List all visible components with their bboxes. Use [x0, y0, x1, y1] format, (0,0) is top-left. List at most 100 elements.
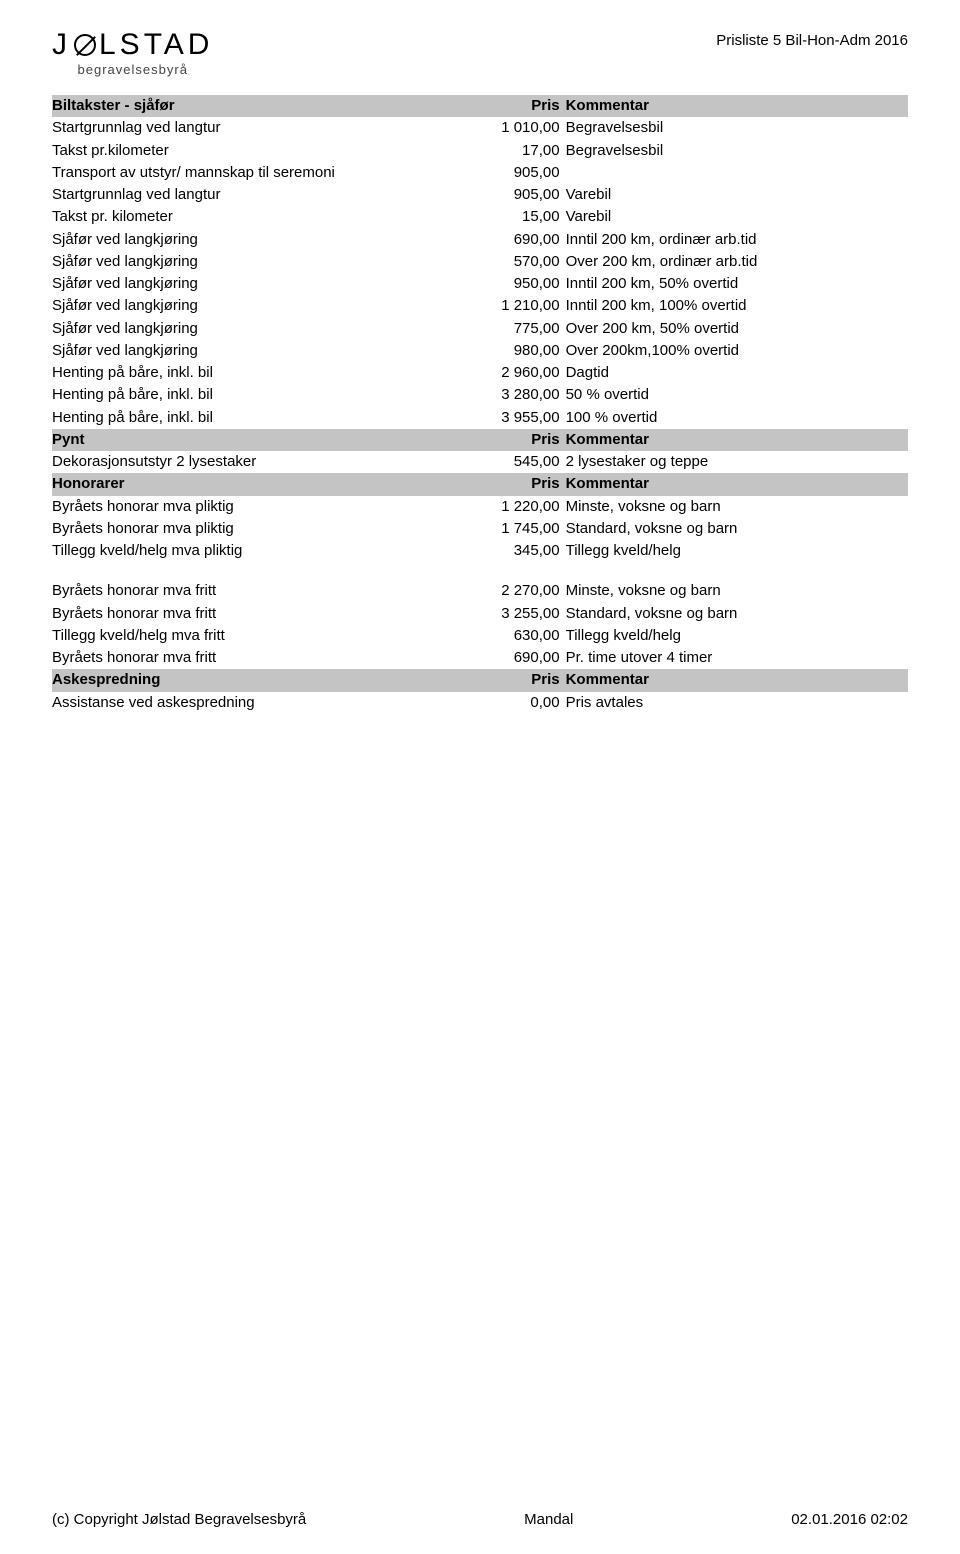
row-comment: Minste, voksne og barn — [566, 496, 908, 518]
footer-copyright: (c) Copyright Jølstad Begravelsesbyrå — [52, 1511, 306, 1528]
price-row: Sjåfør ved langkjøring1 210,00Inntil 200… — [52, 295, 908, 317]
row-comment: Pris avtales — [566, 692, 908, 714]
row-description: Takst pr. kilometer — [52, 206, 463, 228]
row-description: Byråets honorar mva pliktig — [52, 496, 463, 518]
logo-o-slash-icon — [74, 34, 96, 56]
row-description: Sjåfør ved langkjøring — [52, 229, 463, 251]
row-description: Henting på båre, inkl. bil — [52, 362, 463, 384]
row-comment: Inntil 200 km, ordinær arb.tid — [566, 229, 908, 251]
row-comment: Varebil — [566, 184, 908, 206]
row-description: Tillegg kveld/helg mva fritt — [52, 625, 463, 647]
row-price: 570,00 — [463, 251, 566, 273]
row-comment: Inntil 200 km, 100% overtid — [566, 295, 908, 317]
section-title: Askespredning — [52, 669, 463, 691]
row-price: 905,00 — [463, 162, 566, 184]
section-price-label: Pris — [463, 473, 566, 495]
price-row: Henting på båre, inkl. bil3 955,00100 % … — [52, 407, 908, 429]
section-header: Biltakster - sjåførPrisKommentar — [52, 95, 908, 117]
row-description: Byråets honorar mva pliktig — [52, 518, 463, 540]
row-comment: Tillegg kveld/helg — [566, 540, 908, 562]
price-row: Startgrunnlag ved langtur905,00Varebil — [52, 184, 908, 206]
row-comment: Inntil 200 km, 50% overtid — [566, 273, 908, 295]
row-description: Takst pr.kilometer — [52, 140, 463, 162]
row-comment — [566, 162, 908, 184]
row-price: 1 745,00 — [463, 518, 566, 540]
section-price-label: Pris — [463, 95, 566, 117]
row-price: 950,00 — [463, 273, 566, 295]
price-row: Tillegg kveld/helg mva pliktig345,00Till… — [52, 540, 908, 562]
row-price: 690,00 — [463, 647, 566, 669]
section-comment-label: Kommentar — [566, 669, 908, 691]
section-title: Honorarer — [52, 473, 463, 495]
section-title: Pynt — [52, 429, 463, 451]
row-description: Sjåfør ved langkjøring — [52, 295, 463, 317]
row-description: Startgrunnlag ved langtur — [52, 117, 463, 139]
row-price: 1 210,00 — [463, 295, 566, 317]
price-row: Dekorasjonsutstyr 2 lysestaker545,002 ly… — [52, 451, 908, 473]
row-description: Sjåfør ved langkjøring — [52, 273, 463, 295]
row-comment: Varebil — [566, 206, 908, 228]
row-description: Tillegg kveld/helg mva pliktig — [52, 540, 463, 562]
row-description: Startgrunnlag ved langtur — [52, 184, 463, 206]
price-row: Transport av utstyr/ mannskap til seremo… — [52, 162, 908, 184]
row-comment: 100 % overtid — [566, 407, 908, 429]
footer-location: Mandal — [524, 1511, 573, 1528]
page-header: JLSTAD begravelsesbyrå Prisliste 5 Bil-H… — [52, 30, 908, 77]
row-comment: Dagtid — [566, 362, 908, 384]
row-price: 3 955,00 — [463, 407, 566, 429]
price-row: Takst pr. kilometer15,00Varebil — [52, 206, 908, 228]
row-price: 980,00 — [463, 340, 566, 362]
section-header: PyntPrisKommentar — [52, 429, 908, 451]
price-row: Byråets honorar mva pliktig1 220,00Minst… — [52, 496, 908, 518]
row-comment: Pr. time utover 4 timer — [566, 647, 908, 669]
logo-main: JLSTAD — [52, 30, 213, 60]
row-description: Henting på båre, inkl. bil — [52, 384, 463, 406]
price-row: Startgrunnlag ved langtur1 010,00Begrave… — [52, 117, 908, 139]
row-comment: 50 % overtid — [566, 384, 908, 406]
price-row: Sjåfør ved langkjøring690,00Inntil 200 k… — [52, 229, 908, 251]
price-row: Byråets honorar mva fritt690,00Pr. time … — [52, 647, 908, 669]
row-comment: Minste, voksne og barn — [566, 580, 908, 602]
row-description: Byråets honorar mva fritt — [52, 580, 463, 602]
row-price: 15,00 — [463, 206, 566, 228]
row-description: Sjåfør ved langkjøring — [52, 340, 463, 362]
price-row: Sjåfør ved langkjøring775,00Over 200 km,… — [52, 318, 908, 340]
row-comment: 2 lysestaker og teppe — [566, 451, 908, 473]
price-row: Henting på båre, inkl. bil2 960,00Dagtid — [52, 362, 908, 384]
section-comment-label: Kommentar — [566, 473, 908, 495]
row-price: 17,00 — [463, 140, 566, 162]
row-price: 630,00 — [463, 625, 566, 647]
section-header: HonorarerPrisKommentar — [52, 473, 908, 495]
price-table: Biltakster - sjåførPrisKommentarStartgru… — [52, 95, 908, 714]
row-description: Sjåfør ved langkjøring — [52, 318, 463, 340]
row-price: 775,00 — [463, 318, 566, 340]
price-row: Sjåfør ved langkjøring570,00Over 200 km,… — [52, 251, 908, 273]
spacer-row — [52, 562, 908, 580]
row-price: 3 280,00 — [463, 384, 566, 406]
price-row: Henting på båre, inkl. bil3 280,0050 % o… — [52, 384, 908, 406]
row-comment: Tillegg kveld/helg — [566, 625, 908, 647]
row-description: Henting på båre, inkl. bil — [52, 407, 463, 429]
price-row: Byråets honorar mva fritt3 255,00Standar… — [52, 603, 908, 625]
row-price: 0,00 — [463, 692, 566, 714]
price-row: Sjåfør ved langkjøring950,00Inntil 200 k… — [52, 273, 908, 295]
section-title: Biltakster - sjåfør — [52, 95, 463, 117]
row-price: 545,00 — [463, 451, 566, 473]
page-footer: (c) Copyright Jølstad Begravelsesbyrå Ma… — [52, 1511, 908, 1528]
document-title: Prisliste 5 Bil-Hon-Adm 2016 — [716, 30, 908, 49]
section-comment-label: Kommentar — [566, 429, 908, 451]
logo-subtitle: begravelsesbyrå — [78, 62, 188, 77]
row-comment: Begravelsesbil — [566, 140, 908, 162]
row-price: 2 960,00 — [463, 362, 566, 384]
row-comment: Over 200 km, ordinær arb.tid — [566, 251, 908, 273]
row-price: 1 220,00 — [463, 496, 566, 518]
section-comment-label: Kommentar — [566, 95, 908, 117]
price-row: Byråets honorar mva pliktig1 745,00Stand… — [52, 518, 908, 540]
footer-timestamp: 02.01.2016 02:02 — [791, 1511, 908, 1528]
row-comment: Begravelsesbil — [566, 117, 908, 139]
row-comment: Standard, voksne og barn — [566, 603, 908, 625]
row-price: 905,00 — [463, 184, 566, 206]
section-price-label: Pris — [463, 429, 566, 451]
row-description: Sjåfør ved langkjøring — [52, 251, 463, 273]
section-price-label: Pris — [463, 669, 566, 691]
